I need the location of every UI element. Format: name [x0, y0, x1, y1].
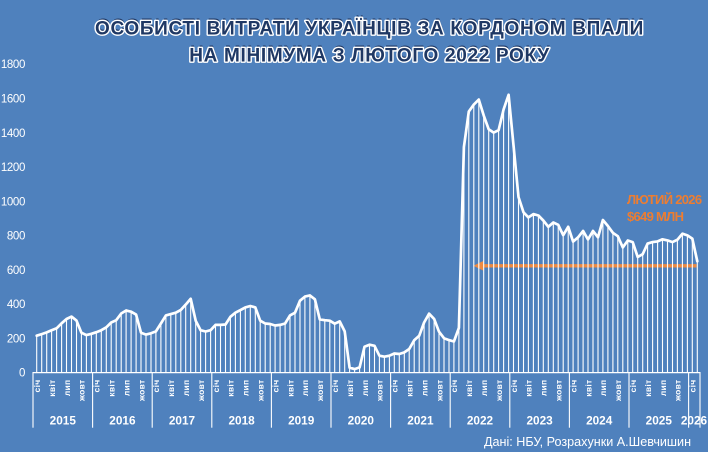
svg-text:лип: лип: [181, 380, 191, 397]
svg-text:жовт: жовт: [136, 380, 146, 402]
svg-text:жовт: жовт: [77, 380, 87, 402]
svg-text:1200: 1200: [1, 162, 25, 174]
svg-text:січ: січ: [211, 380, 221, 393]
svg-text:січ: січ: [449, 380, 459, 393]
svg-text:січ: січ: [270, 380, 280, 393]
svg-text:квіт: квіт: [107, 380, 117, 397]
svg-text:квіт: квіт: [345, 380, 355, 397]
svg-text:січ: січ: [92, 380, 102, 393]
svg-text:лип: лип: [419, 380, 429, 397]
svg-text:2019: 2019: [288, 414, 315, 428]
svg-text:1400: 1400: [1, 128, 25, 140]
svg-text:1800: 1800: [1, 59, 25, 71]
svg-text:жовт: жовт: [613, 380, 623, 402]
svg-text:1000: 1000: [1, 196, 25, 208]
svg-text:лип: лип: [658, 380, 668, 397]
svg-text:2023: 2023: [526, 414, 553, 428]
svg-text:квіт: квіт: [226, 380, 236, 397]
svg-text:лип: лип: [121, 380, 131, 397]
svg-text:2022: 2022: [467, 414, 494, 428]
svg-text:0: 0: [19, 368, 25, 380]
svg-text:квіт: квіт: [643, 380, 653, 397]
svg-text:січ: січ: [688, 380, 698, 393]
svg-text:400: 400: [7, 299, 25, 311]
svg-text:лип: лип: [360, 380, 370, 397]
svg-text:2017: 2017: [169, 414, 196, 428]
svg-text:січ: січ: [568, 380, 578, 393]
svg-text:600: 600: [7, 265, 25, 277]
svg-text:1600: 1600: [1, 94, 25, 106]
svg-text:2016: 2016: [109, 414, 136, 428]
svg-text:2026: 2026: [681, 414, 708, 428]
svg-text:лип: лип: [300, 380, 310, 397]
svg-text:НА МІНІМУМА З ЛЮТОГО 2022 РОКУ: НА МІНІМУМА З ЛЮТОГО 2022 РОКУ: [189, 45, 549, 66]
svg-text:2025: 2025: [646, 414, 673, 428]
svg-text:2021: 2021: [407, 414, 434, 428]
svg-text:жовт: жовт: [196, 380, 206, 402]
svg-text:2015: 2015: [50, 414, 77, 428]
svg-text:200: 200: [7, 333, 25, 345]
svg-text:квіт: квіт: [47, 380, 57, 397]
svg-text:жовт: жовт: [494, 380, 504, 402]
svg-text:лип: лип: [598, 380, 608, 397]
svg-text:квіт: квіт: [524, 380, 534, 397]
svg-text:лип: лип: [479, 380, 489, 397]
svg-text:жовт: жовт: [673, 380, 683, 402]
svg-text:2018: 2018: [228, 414, 255, 428]
svg-text:січ: січ: [628, 380, 638, 393]
svg-text:січ: січ: [32, 380, 42, 393]
svg-text:ОСОБИСТІ ВИТРАТИ УКРАЇНЦІВ ЗА: ОСОБИСТІ ВИТРАТИ УКРАЇНЦІВ ЗА КОРДОНОМ В…: [96, 16, 645, 37]
svg-text:жовт: жовт: [315, 380, 325, 402]
svg-text:січ: січ: [509, 380, 519, 393]
svg-text:квіт: квіт: [166, 380, 176, 397]
svg-text:квіт: квіт: [285, 380, 295, 397]
svg-text:НА МІНІМУМА З ЛЮТОГО 2022 РОКУ: НА МІНІМУМА З ЛЮТОГО 2022 РОКУ: [190, 43, 550, 64]
svg-text:лип: лип: [241, 380, 251, 397]
svg-text:лип: лип: [539, 380, 549, 397]
svg-text:жовт: жовт: [256, 380, 266, 402]
svg-text:січ: січ: [151, 380, 161, 393]
svg-text:квіт: квіт: [464, 380, 474, 397]
svg-text:2024: 2024: [586, 414, 613, 428]
svg-text:січ: січ: [390, 380, 400, 393]
svg-text:жовт: жовт: [375, 380, 385, 402]
svg-text:800: 800: [7, 231, 25, 243]
svg-text:ОСОБИСТІ ВИТРАТИ УКРАЇНЦІВ ЗА: ОСОБИСТІ ВИТРАТИ УКРАЇНЦІВ ЗА КОРДОНОМ В…: [95, 19, 644, 40]
svg-text:квіт: квіт: [405, 380, 415, 397]
svg-text:2020: 2020: [348, 414, 375, 428]
svg-text:жовт: жовт: [554, 380, 564, 402]
svg-text:жовт: жовт: [434, 380, 444, 402]
svg-text:січ: січ: [330, 380, 340, 393]
svg-text:квіт: квіт: [583, 380, 593, 397]
svg-text:лип: лип: [62, 380, 72, 397]
